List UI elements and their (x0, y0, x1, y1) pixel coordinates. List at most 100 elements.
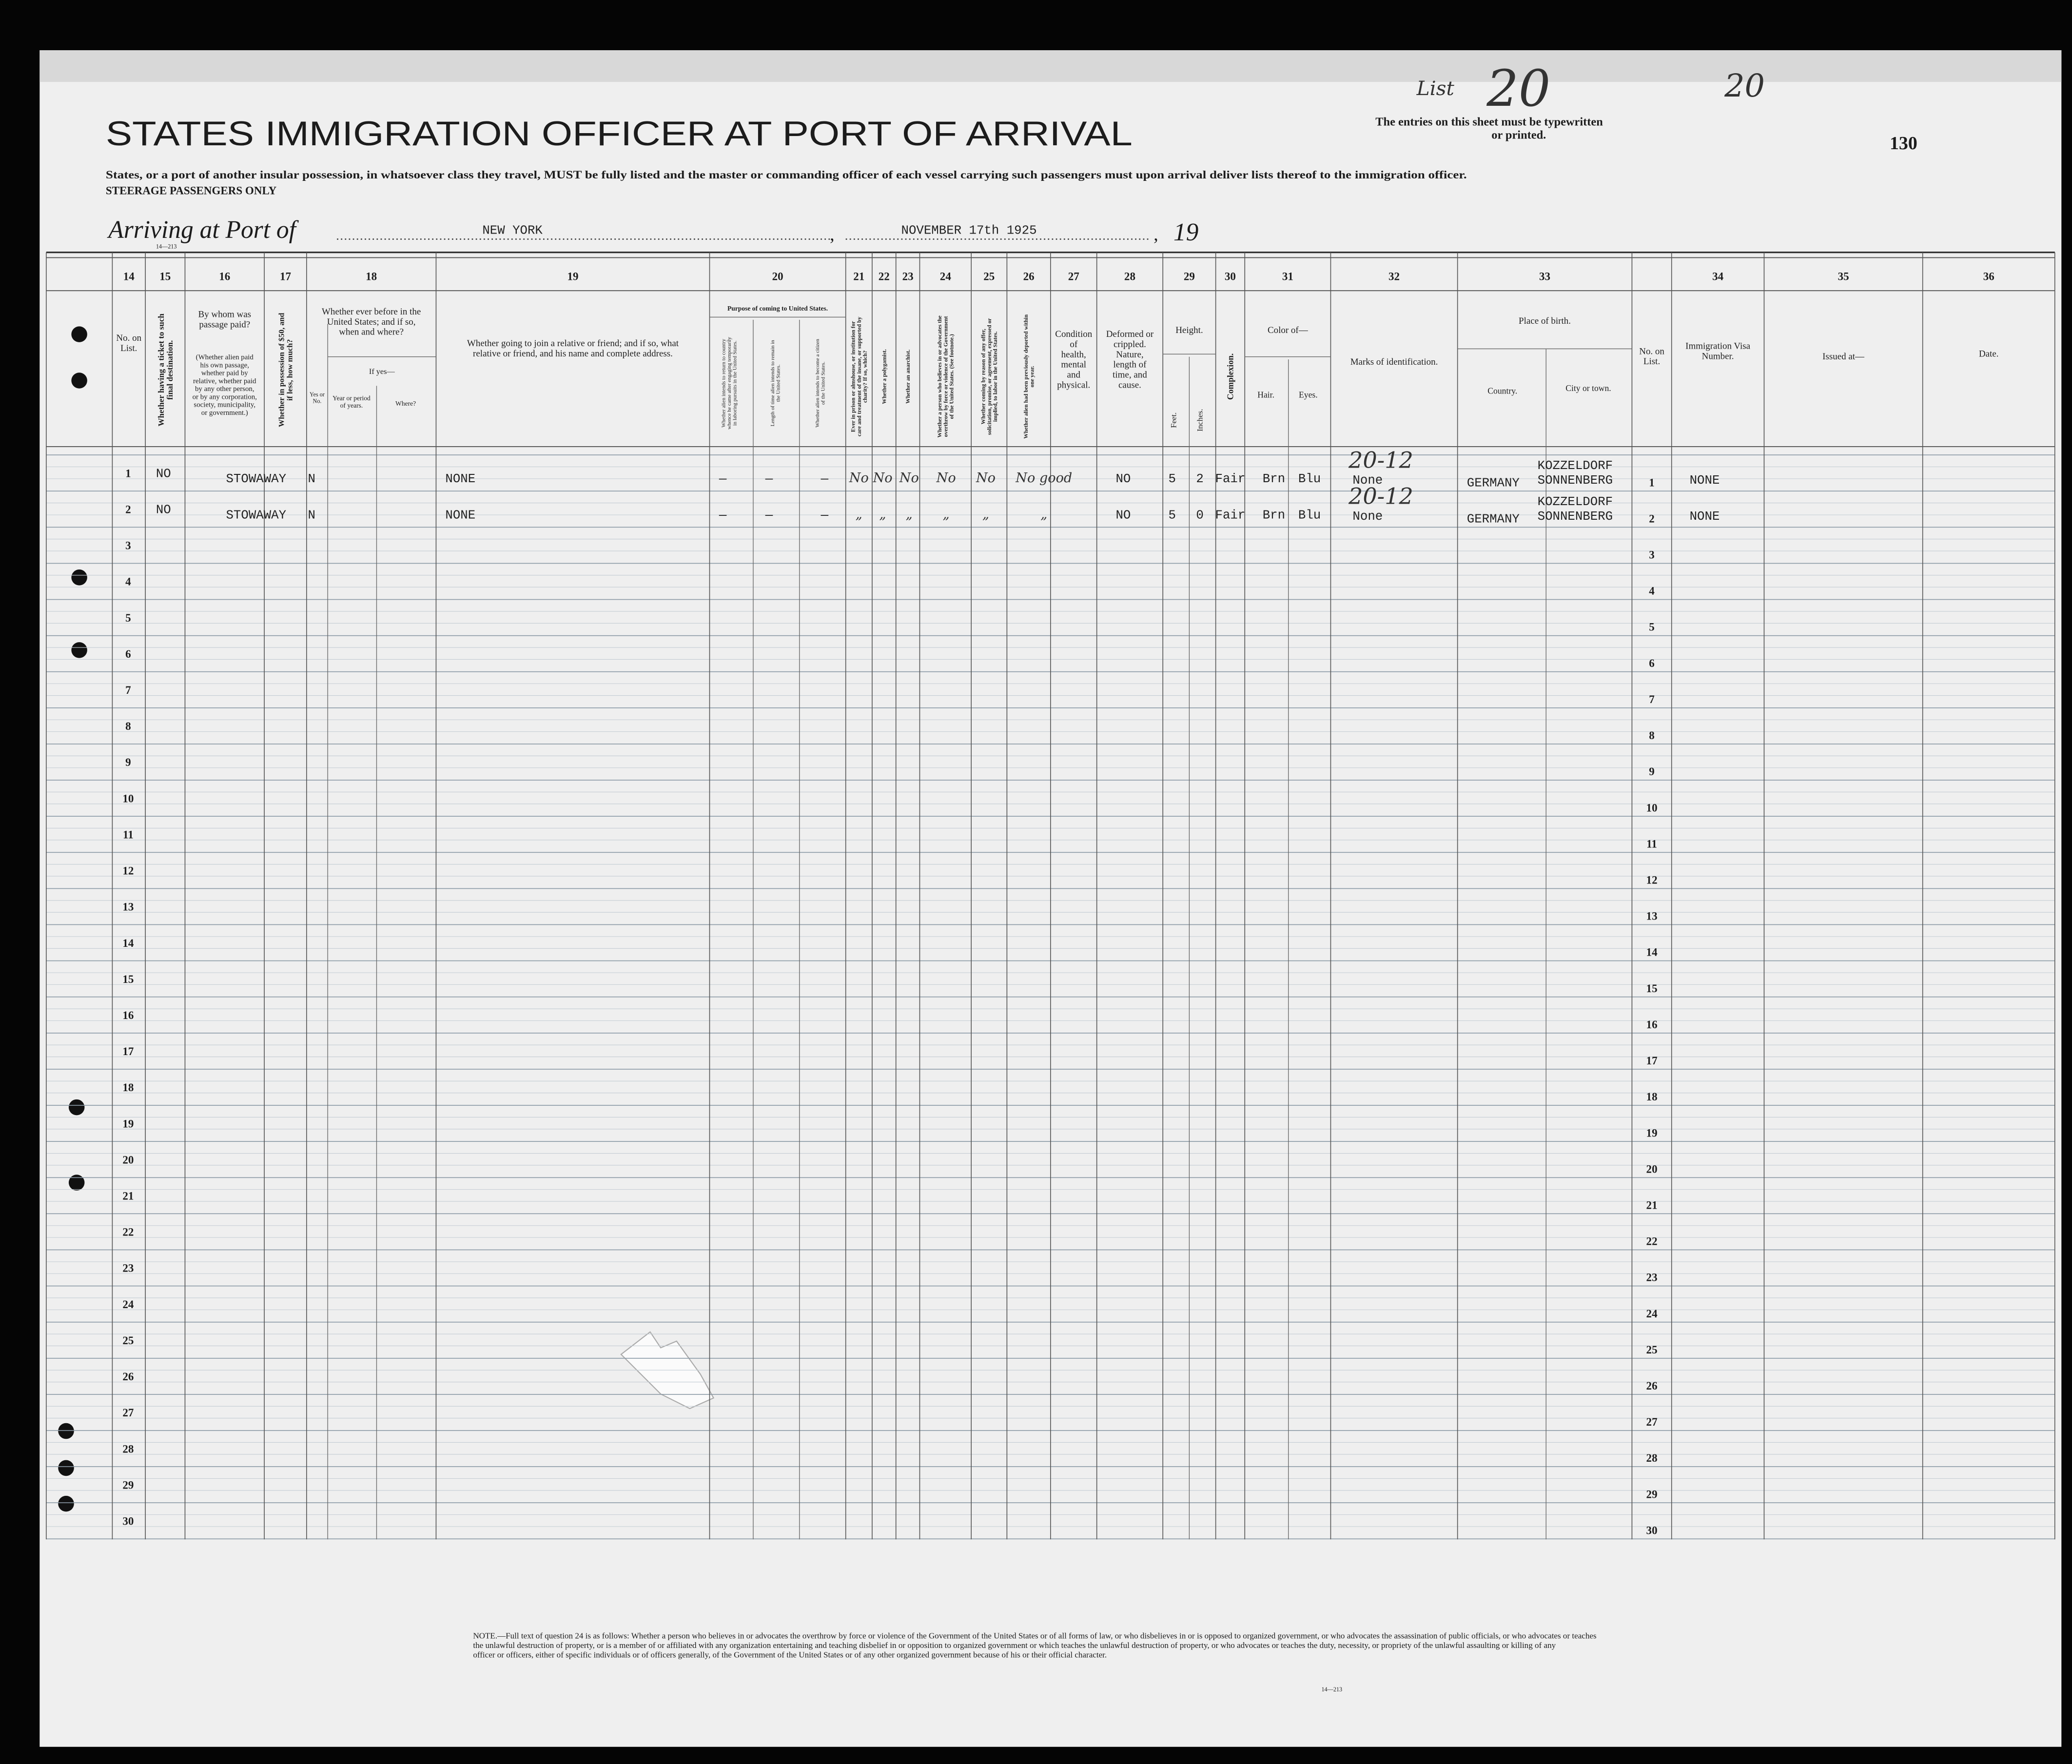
row-number: 25 (1646, 1343, 1658, 1356)
text-line: Whether an anarchist. (905, 350, 911, 404)
row-number: 5 (125, 611, 131, 624)
entry: GERMANY (1467, 512, 1520, 526)
text-line: Ever in prison or almshouse, or institut… (850, 321, 857, 432)
column-subheading: Length of time alien intends to remain i… (770, 340, 781, 427)
entry: — (821, 508, 829, 522)
row-number: 28 (1646, 1451, 1658, 1464)
entry: NONE (445, 472, 475, 486)
row-number: 17 (122, 1045, 134, 1058)
text-line: No. on (116, 333, 141, 343)
entry: Brn (1263, 508, 1285, 522)
text-line: whether paid by (201, 370, 248, 377)
column-number: 22 (879, 270, 890, 283)
entry: KOZZELDORF SONNENBERG (1538, 459, 1613, 488)
row-number: 19 (1646, 1126, 1658, 1139)
text-line: implied, to labor in the United States. (992, 332, 998, 422)
text-line: The entries on this sheet must be typewr… (1375, 115, 1603, 128)
column-number: 35 (1838, 270, 1849, 283)
text-line: solicitation, promise, or agreement, exp… (986, 318, 993, 435)
column-number: 36 (1983, 270, 1994, 283)
text-line: his own passage, (200, 361, 250, 369)
column-heading: Whether coming by reason of any offer,so… (980, 318, 998, 435)
punch-hole (71, 326, 87, 342)
form-code: 14—213 (156, 243, 177, 250)
entry: Blu (1298, 472, 1321, 486)
row-number: 10 (122, 792, 134, 804)
text-line: No. on (1639, 346, 1664, 356)
column-heading: Place of birth. (1519, 316, 1571, 326)
column-number: 31 (1282, 270, 1293, 283)
handwritten-entry: No (936, 470, 956, 486)
sheet-note: The entries on this sheet must be typewr… (1375, 115, 1603, 141)
text-line: physical. (1057, 380, 1090, 390)
text-line: of (1070, 339, 1077, 350)
row-number: 1 (125, 467, 131, 479)
column-subheading: Year or period of years. (332, 394, 371, 409)
handwritten-entry: No good (1015, 470, 1072, 486)
entry: NONE (1690, 473, 1720, 488)
text-line: officer or officers, either of specific … (473, 1650, 1107, 1660)
row-number: 9 (125, 756, 131, 768)
date: NOVEMBER 17th 1925 (901, 224, 1037, 238)
punch-holes (58, 326, 87, 1512)
column-heading: No. on List. (116, 333, 141, 353)
column-heading: Ever in prison or almshouse, or institut… (850, 317, 868, 437)
column-number: 33 (1539, 270, 1550, 283)
text-line: Whether alien intends to return to count… (721, 339, 726, 428)
handwritten-entry: No (899, 470, 919, 486)
text-line: Whether in possession of $50, and (277, 313, 286, 427)
handwritten-entry: „ (856, 507, 862, 522)
punch-hole (58, 1495, 74, 1512)
entry: N (308, 508, 315, 522)
row-number: 30 (122, 1514, 134, 1527)
row-number: 3 (1649, 549, 1655, 561)
handwritten-entry: „ (982, 507, 989, 522)
column-number: 21 (853, 270, 864, 283)
column-heading: Date. (1979, 349, 1999, 359)
row-number: 21 (122, 1190, 134, 1202)
text-line: Purpose of coming to United States. (727, 305, 828, 312)
row-number: 15 (1646, 982, 1658, 995)
text-line: care and treatment of the insane, or sup… (856, 317, 862, 437)
handwritten-entry: No (873, 470, 893, 486)
row-number: 1 (1649, 476, 1655, 489)
row-number: 22 (1646, 1235, 1658, 1248)
column-subheading: Where? (395, 400, 416, 407)
column-heading: Complexion. (1226, 353, 1235, 400)
column-heading: By whom was passage paid? (198, 309, 252, 330)
text-line: of the United States. (821, 362, 826, 405)
column-heading: Whether ever before in the United States;… (322, 307, 421, 337)
text-line: or government.) (201, 409, 248, 417)
entry: STOWAWAY (226, 508, 286, 522)
handwritten-entry: 20-12 (1348, 447, 1413, 473)
row-number: 12 (122, 864, 134, 877)
entry: 5 (1168, 472, 1175, 486)
column-number: 28 (1124, 270, 1135, 283)
text-line: Year or period (332, 394, 371, 402)
row-number: 23 (1646, 1271, 1658, 1284)
entry: 2 (1196, 472, 1203, 486)
text-line: Nature, (1116, 350, 1143, 360)
page-number: 130 (1890, 133, 1917, 154)
column-heading: Whether having a ticket to suchfinal des… (156, 314, 175, 427)
row-number: 26 (1646, 1379, 1658, 1392)
row-number: 28 (122, 1442, 134, 1455)
comma: , (830, 224, 834, 245)
entry: — (765, 508, 773, 522)
row-number: 2 (125, 503, 131, 515)
text-line: passage paid? (199, 319, 250, 330)
column-heading: No. on List. (1639, 346, 1664, 367)
punch-hole (68, 1175, 85, 1191)
row-number: 11 (123, 828, 134, 841)
row-number: 8 (125, 720, 131, 732)
list-number: 20 (1486, 59, 1550, 118)
entry: Fair (1215, 472, 1246, 486)
handwritten-entry: „ (906, 507, 913, 522)
text-line: crippled. (1114, 339, 1146, 350)
row-number: 4 (1649, 585, 1655, 597)
text-line: or printed. (1491, 129, 1546, 142)
column-heading: Height. (1175, 325, 1203, 335)
text-line: Number. (1702, 351, 1734, 361)
text-line: City or town. (1565, 383, 1611, 393)
text-line: one year. (1029, 366, 1035, 387)
